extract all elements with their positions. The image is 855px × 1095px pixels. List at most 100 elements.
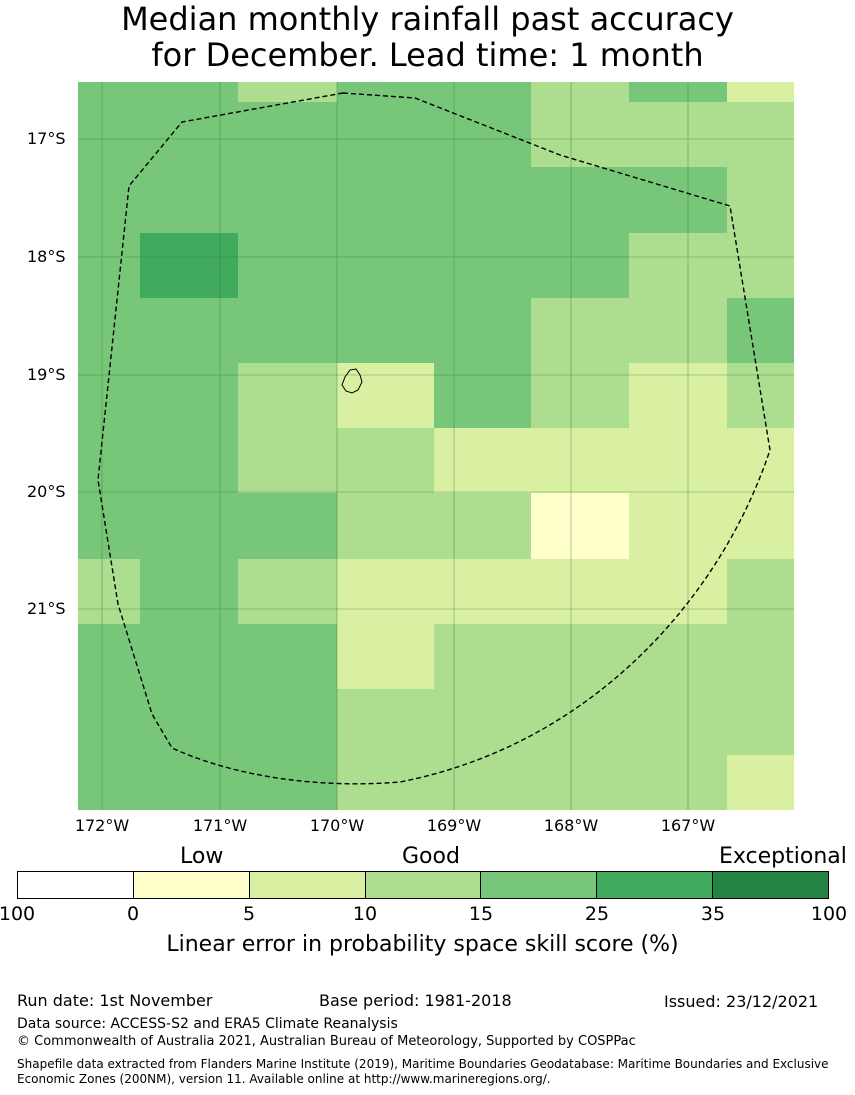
grid-cell bbox=[238, 167, 337, 233]
grid-cell bbox=[140, 233, 238, 298]
grid-cell bbox=[434, 102, 531, 167]
grid-cell bbox=[140, 559, 238, 624]
grid-cell bbox=[531, 363, 629, 428]
grid-cell bbox=[78, 102, 140, 167]
run-date: Run date: 1st November bbox=[17, 991, 213, 1010]
data-source: Data source: ACCESS-S2 and ERA5 Climate … bbox=[17, 1016, 398, 1032]
lat-label: 19°S bbox=[27, 365, 66, 384]
colorbar-segment bbox=[365, 872, 482, 898]
grid-cell bbox=[140, 428, 238, 493]
grid-cell bbox=[434, 624, 531, 689]
colorbar-tick: 25 bbox=[584, 903, 610, 925]
grid-cell bbox=[629, 428, 727, 493]
grid-cell bbox=[629, 624, 727, 689]
colorbar-tick: 35 bbox=[700, 903, 726, 925]
grid-cell bbox=[337, 233, 434, 298]
grid-cell bbox=[531, 493, 629, 559]
legend-category-good: Good bbox=[402, 844, 460, 869]
grid-cell bbox=[434, 82, 531, 102]
grid-cell bbox=[78, 755, 140, 810]
colorbar-segment bbox=[133, 872, 250, 898]
grid-cell bbox=[629, 755, 727, 810]
grid-cell bbox=[140, 82, 238, 102]
issued-date: Issued: 23/12/2021 bbox=[664, 992, 819, 1011]
grid-cell bbox=[629, 493, 727, 559]
grid-cell bbox=[238, 363, 337, 428]
grid-cell bbox=[78, 298, 140, 363]
lon-label: 172°W bbox=[74, 816, 130, 835]
grid-cell bbox=[78, 233, 140, 298]
chart-title-line-1: Median monthly rainfall past accuracy bbox=[121, 0, 734, 38]
grid-cell bbox=[78, 82, 140, 102]
grid-cell bbox=[727, 233, 794, 298]
grid-cell bbox=[78, 689, 140, 755]
grid-cell bbox=[337, 167, 434, 233]
grid-cell bbox=[238, 233, 337, 298]
grid-cell bbox=[140, 624, 238, 689]
grid-cell bbox=[434, 167, 531, 233]
grid-cell bbox=[238, 559, 337, 624]
grid-cell bbox=[531, 428, 629, 493]
grid-cell bbox=[238, 689, 337, 755]
lat-label: 17°S bbox=[27, 129, 66, 148]
grid-cell bbox=[434, 493, 531, 559]
grid-cell bbox=[629, 102, 727, 167]
island-outline bbox=[341, 368, 363, 394]
grid-cell bbox=[337, 689, 434, 755]
skill-map bbox=[78, 82, 794, 810]
grid-cell bbox=[531, 82, 629, 102]
grid-cell bbox=[629, 298, 727, 363]
colorbar-segment bbox=[249, 872, 366, 898]
grid-cell bbox=[629, 233, 727, 298]
grid-cell bbox=[78, 167, 140, 233]
colorbar bbox=[17, 871, 829, 899]
grid-cell bbox=[337, 298, 434, 363]
grid-cell bbox=[434, 428, 531, 493]
grid-cell bbox=[727, 167, 794, 233]
grid-cell bbox=[629, 689, 727, 755]
grid-cell bbox=[337, 559, 434, 624]
grid-cell bbox=[727, 755, 794, 810]
grid-cell bbox=[727, 363, 794, 428]
grid-cell bbox=[238, 82, 337, 102]
grid-cell bbox=[434, 559, 531, 624]
lon-label: 171°W bbox=[192, 816, 248, 835]
grid-cell bbox=[531, 167, 629, 233]
colorbar-segment bbox=[481, 872, 598, 898]
grid-cell bbox=[531, 298, 629, 363]
colorbar-tick: 0 bbox=[126, 903, 140, 925]
grid-cell bbox=[238, 298, 337, 363]
grid-cell bbox=[238, 624, 337, 689]
colorbar-tick: 100 bbox=[0, 903, 36, 925]
grid-cell bbox=[140, 755, 238, 810]
grid-cell bbox=[434, 363, 531, 428]
base-period: Base period: 1981-2018 bbox=[319, 991, 512, 1010]
grid-cell bbox=[727, 82, 794, 102]
colorbar-segment bbox=[713, 872, 829, 898]
colorbar-label: Linear error in probability space skill … bbox=[166, 932, 679, 957]
grid-cell bbox=[238, 493, 337, 559]
grid-cell bbox=[727, 624, 794, 689]
colorbar-tick: 100 bbox=[810, 903, 848, 925]
grid-cell bbox=[337, 102, 434, 167]
grid-cell bbox=[531, 689, 629, 755]
skill-grid bbox=[78, 82, 794, 810]
lat-label: 21°S bbox=[27, 599, 66, 618]
grid-cell bbox=[337, 493, 434, 559]
grid-cell bbox=[434, 689, 531, 755]
grid-cell bbox=[727, 102, 794, 167]
legend-category-low: Low bbox=[180, 844, 224, 869]
grid-cell bbox=[140, 167, 238, 233]
colorbar-tick: 5 bbox=[242, 903, 256, 925]
grid-cell bbox=[78, 428, 140, 493]
grid-cell bbox=[337, 428, 434, 493]
grid-cell bbox=[629, 363, 727, 428]
lon-label: 168°W bbox=[543, 816, 599, 835]
copyright: © Commonwealth of Australia 2021, Austra… bbox=[17, 1034, 636, 1049]
grid-cell bbox=[78, 559, 140, 624]
grid-cell bbox=[629, 82, 727, 102]
grid-cell bbox=[140, 102, 238, 167]
lat-label: 18°S bbox=[27, 247, 66, 266]
grid-cell bbox=[531, 102, 629, 167]
grid-cell bbox=[531, 559, 629, 624]
